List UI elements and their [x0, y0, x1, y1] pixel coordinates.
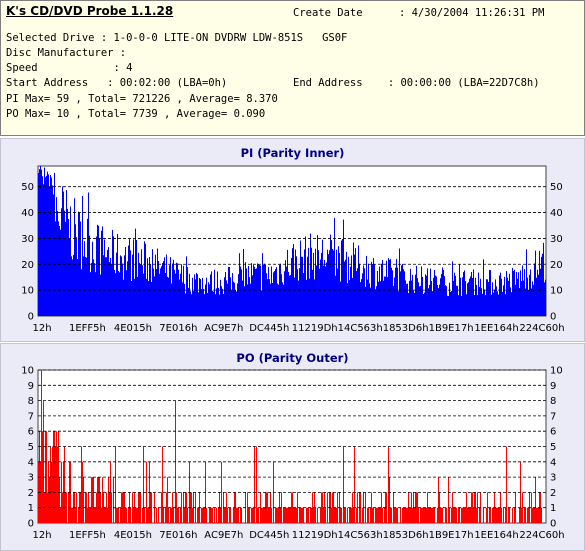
y-tick-label-left: 10: [21, 286, 34, 297]
y-tick-label-right: 40: [550, 208, 563, 219]
pi-chart: 0 0 10 10 20 20 30 30 40 40 50 50 12h 1EFF5h 4E015h 7E0…: [21, 165, 565, 334]
y-tick-label-left: 0: [28, 312, 34, 323]
y-tick-label-left: 9: [28, 381, 34, 392]
x-tick-label: 224C60h: [519, 323, 564, 334]
x-tick-label: 224C60h: [519, 530, 564, 541]
speed: Speed : 4: [6, 62, 133, 74]
y-tick-label-left: 30: [21, 234, 34, 245]
po-chart-panel: PO (Parity Outer) 0 0 1 1 2 2 3 3 4 4 5 5 6 6 7 7 8 8 9 9 10…: [0, 343, 585, 551]
x-tick-label: 4E015h: [114, 323, 152, 334]
pi-chart-panel: PI (Parity Inner) 0 0 10 10 20 20 30 30 40 40 50 50…: [0, 138, 585, 342]
y-tick-label-left: 2: [28, 488, 34, 499]
create-date-label: Create Date: [293, 7, 363, 19]
y-tick-label-right: 50: [550, 182, 563, 193]
y-tick-label-right: 1: [550, 503, 556, 514]
po-chart: 0 0 1 1 2 2 3 3 4 4 5 5 6 6 7 7 8 8 9 9 10 10 12h 1EFF5h 4E015h 7…: [21, 366, 564, 542]
x-tick-label: 7E016h: [159, 323, 197, 334]
y-tick-label-left: 1: [28, 503, 34, 514]
x-tick-label: 11219Dh: [292, 530, 338, 541]
y-tick-label-left: 50: [21, 182, 34, 193]
start-address: Start Address : 00:02:00 (LBA=0h): [6, 77, 228, 89]
x-tick-label: 14C563h: [338, 530, 383, 541]
x-tick-label: 1B9E17h: [429, 323, 474, 334]
pi-summary: PI Max= 59 , Total= 721226 , Average= 8.…: [6, 93, 278, 105]
y-tick-label-right: 7: [550, 411, 556, 422]
y-tick-label-left: 4: [28, 457, 34, 468]
x-tick-label: 7E016h: [159, 530, 197, 541]
po-summary: PO Max= 10 , Total= 7739 , Average= 0.09…: [6, 108, 266, 120]
y-tick-label-right: 10: [550, 286, 563, 297]
app-title: K's CD/DVD Probe 1.1.28: [6, 4, 174, 18]
y-tick-label-left: 10: [21, 366, 34, 377]
y-tick-label-right: 6: [550, 427, 556, 438]
y-tick-label-right: 9: [550, 381, 556, 392]
y-tick-label-left: 40: [21, 208, 34, 219]
create-date-value: : 4/30/2004 11:26:31 PM: [399, 7, 545, 19]
y-tick-label-right: 0: [550, 312, 556, 323]
pi-chart-title: PI (Parity Inner): [240, 146, 345, 160]
x-tick-label: 1EFF5h: [69, 323, 106, 334]
y-tick-label-left: 5: [28, 442, 34, 453]
po-chart-title: PO (Parity Outer): [236, 351, 349, 365]
x-tick-label: DC445h: [249, 530, 289, 541]
x-tick-label: 1853D6h: [383, 530, 429, 541]
x-tick-label: 1B9E17h: [429, 530, 474, 541]
y-tick-label-right: 0: [550, 519, 556, 530]
x-tick-label: 1EFF5h: [69, 530, 106, 541]
x-tick-label: 4E015h: [114, 530, 152, 541]
y-tick-label-right: 2: [550, 488, 556, 499]
y-tick-label-right: 10: [550, 366, 563, 377]
y-tick-label-right: 30: [550, 234, 563, 245]
x-tick-label: 11219Dh: [292, 323, 338, 334]
y-tick-label-left: 0: [28, 519, 34, 530]
y-tick-label-right: 3: [550, 473, 556, 484]
x-tick-label: 12h: [32, 530, 51, 541]
x-tick-label: AC9E7h: [204, 323, 243, 334]
y-tick-label-left: 8: [28, 396, 34, 407]
end-address: End Address : 00:00:00 (LBA=22D7C8h): [293, 77, 540, 89]
x-tick-label: 1EE164h: [474, 323, 518, 334]
x-tick-label: 12h: [32, 323, 51, 334]
x-tick-label: 14C563h: [338, 323, 383, 334]
selected-drive: Selected Drive : 1-0-0-0 LITE-ON DVDRW L…: [6, 32, 348, 44]
disc-manufacturer: Disc Manufacturer :: [6, 47, 127, 59]
y-tick-label-left: 20: [21, 260, 34, 271]
y-tick-label-left: 7: [28, 411, 34, 422]
x-tick-label: AC9E7h: [204, 530, 243, 541]
x-tick-label: 1853D6h: [383, 323, 429, 334]
x-tick-label: 1EE164h: [474, 530, 518, 541]
y-tick-label-right: 8: [550, 396, 556, 407]
y-tick-label-right: 4: [550, 457, 556, 468]
info-panel: K's CD/DVD Probe 1.1.28 Create Date : 4/…: [0, 0, 585, 136]
y-tick-label-right: 20: [550, 260, 563, 271]
y-tick-label-left: 3: [28, 473, 34, 484]
y-tick-label-right: 5: [550, 442, 556, 453]
y-tick-label-left: 6: [28, 427, 34, 438]
x-tick-label: DC445h: [249, 323, 289, 334]
